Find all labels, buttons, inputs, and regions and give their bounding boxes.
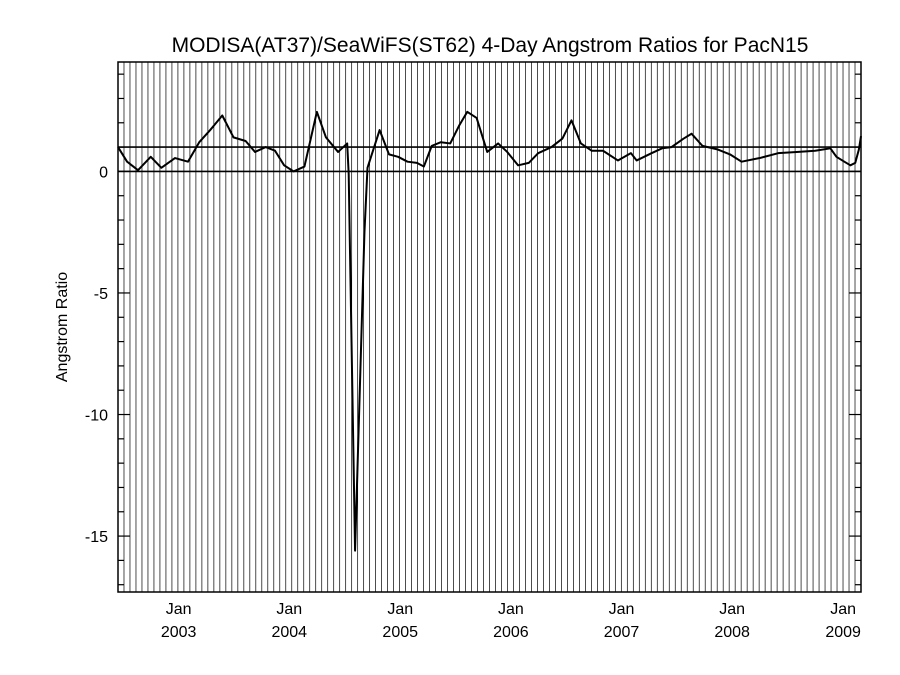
x-tick-month-label: Jan xyxy=(498,601,524,618)
x-tick-month-label: Jan xyxy=(830,601,856,618)
x-tick-month-label: Jan xyxy=(276,601,302,618)
x-tick-year-label: 2008 xyxy=(714,624,750,641)
series-group xyxy=(117,110,862,552)
y-tick-label: -5 xyxy=(94,286,108,303)
series-line xyxy=(117,110,862,552)
reference-lines xyxy=(118,146,861,173)
x-tick-year-label: 2005 xyxy=(382,624,418,641)
x-tick-year-label: 2007 xyxy=(604,624,640,641)
x-tick-year-label: 2003 xyxy=(161,624,197,641)
y-axis-label: Angstrom Ratio xyxy=(54,272,71,382)
plot-frame xyxy=(117,61,862,593)
x-axis: Jan 2003 Jan 2004 Jan 2005 Jan 2006 Jan 2007 Jan 20… xyxy=(161,601,861,641)
x-tick-month-label: Jan xyxy=(609,601,635,618)
x-tick-month-label: Jan xyxy=(387,601,413,618)
x-tick-year-label: 2006 xyxy=(493,624,529,641)
x-tick-month-label: Jan xyxy=(166,601,192,618)
y-tick-label: -15 xyxy=(85,529,108,546)
y-tick-label: 0 xyxy=(99,164,108,181)
y-tick-label: -10 xyxy=(85,408,108,425)
y-axis: 0 -5 -10 -15 xyxy=(85,73,861,586)
x-tick-year-label: 2004 xyxy=(271,624,307,641)
chart-title: MODISA(AT37)/SeaWiFS(ST62) 4-Day Angstro… xyxy=(172,34,809,57)
x-tick-month-label: Jan xyxy=(719,601,745,618)
x-tick-year-label: 2009 xyxy=(825,624,861,641)
